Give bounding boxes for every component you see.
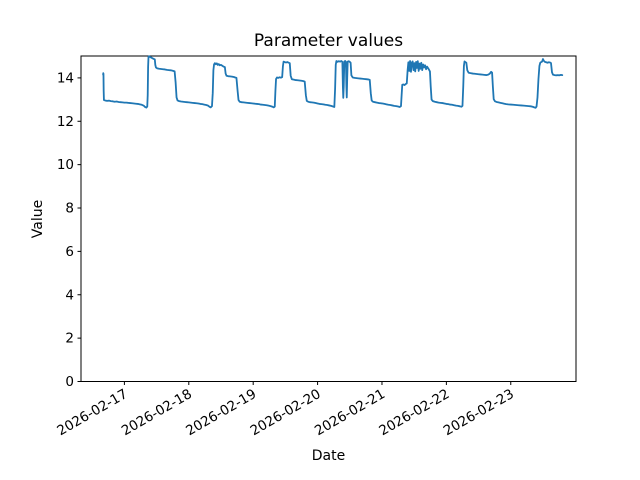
y-tick-label: 2 [65,331,74,347]
x-axis-label: Date [311,448,346,464]
y-tick-label: 4 [65,287,74,303]
y-tick-label: 14 [57,70,74,86]
y-tick-label: 8 [65,201,74,217]
series-line [102,55,564,109]
y-tick-label: 0 [65,374,74,390]
y-tick-label: 12 [57,114,74,130]
axes-frame [80,55,577,382]
y-axis-label: Value [30,199,46,239]
y-tick-label: 10 [57,157,74,173]
y-tick-label: 6 [65,244,74,260]
chart-title: Parameter values [253,31,404,51]
